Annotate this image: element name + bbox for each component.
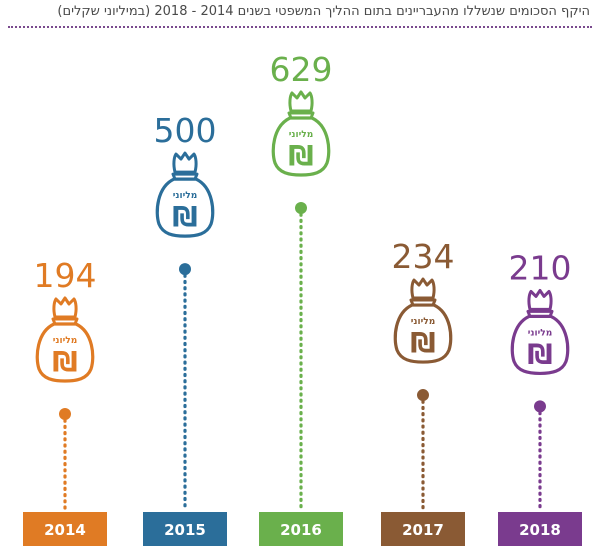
data-label-2018: 210 (509, 248, 572, 287)
tick-label-2018: 2018 (519, 521, 561, 539)
tick-label-2017: 2017 (402, 521, 444, 539)
year-box-2017 (381, 512, 465, 546)
bar-dot-2018 (534, 400, 546, 413)
chart-title: היקף הסכומים שנשללו מהעבריינים בתום ההלי… (57, 4, 590, 19)
shekel-icon: ₪ (288, 139, 313, 172)
bag-knot (288, 90, 314, 113)
money-bag-icon: מליוני₪ (393, 277, 453, 364)
bag-body (510, 314, 570, 376)
year-box-2016 (259, 512, 343, 546)
tick-label-2016: 2016 (280, 521, 322, 539)
bar-dot-2015 (179, 263, 191, 276)
data-label-2016: 629 (270, 50, 333, 89)
year-box-2015 (143, 512, 227, 546)
tick-label-2015: 2015 (164, 521, 206, 539)
bag-body (271, 116, 331, 177)
bar-dot-2016 (295, 202, 307, 214)
bag-knot (172, 151, 198, 174)
tick-label-2014: 2014 (44, 521, 86, 539)
bag-word: מליוני (53, 336, 77, 346)
money-bag-icon: מליוני₪ (155, 151, 215, 238)
year-box-2018 (498, 512, 582, 546)
shekel-icon: ₪ (52, 345, 77, 378)
bag-body (35, 322, 95, 383)
money-bag-icon: מליוני₪ (510, 288, 570, 376)
bag-word: מליוני (528, 328, 552, 338)
shekel-icon: ₪ (527, 337, 552, 370)
bag-knot (527, 288, 553, 311)
bag-word: מליוני (173, 191, 197, 201)
data-label-2014: 194 (34, 256, 97, 295)
bag-word: מליוני (289, 130, 313, 140)
bag-word: מליוני (411, 317, 435, 327)
shekel-icon: ₪ (410, 326, 435, 359)
data-label-2015: 500 (154, 111, 217, 150)
money-bag-icon: מליוני₪ (35, 296, 95, 383)
bag-body (393, 303, 453, 364)
year-box-2014 (23, 512, 107, 546)
shekel-icon: ₪ (172, 200, 197, 233)
money-bag-icon: מליוני₪ (271, 90, 331, 177)
bag-knot (410, 277, 436, 300)
title-divider (8, 26, 592, 28)
bar-dot-2017 (417, 389, 429, 402)
data-label-2017: 234 (392, 237, 455, 276)
bar-dot-2014 (59, 408, 71, 420)
bag-body (155, 177, 215, 238)
bag-knot (52, 296, 78, 319)
